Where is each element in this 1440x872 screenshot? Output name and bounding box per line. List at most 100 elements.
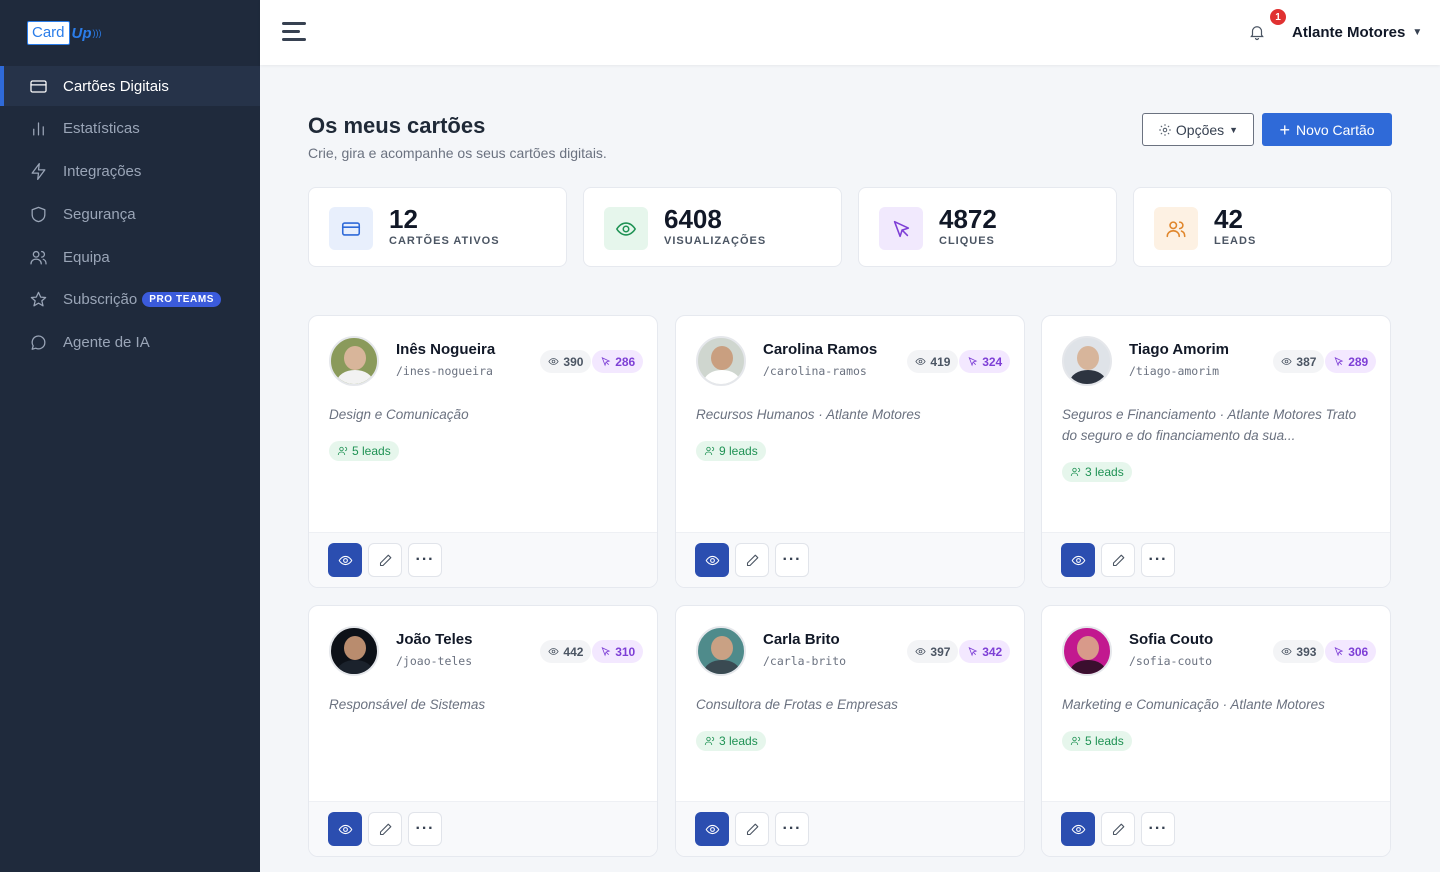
leads-badge: 9 leads [696,441,766,461]
avatar [696,626,746,676]
pencil-icon [378,553,393,568]
card-name[interactable]: Inês Nogueira [396,341,496,358]
sidebar-item-equipa[interactable]: Equipa [0,237,260,277]
stat-value: 12 [389,204,418,234]
ellipsis-icon: ··· [1148,820,1168,837]
card-footer: ··· [1042,532,1390,587]
more-options-button[interactable]: ··· [1141,543,1175,577]
avatar-head [344,636,366,660]
sidebar-item-estatisticas[interactable]: Estatísticas [0,109,260,149]
views-count: 387 [1296,354,1317,369]
pencil-icon [745,822,760,837]
digital-card[interactable]: Carla Brito /carla-brito 397 342 Consult… [675,605,1025,857]
leads-count: 5 leads [352,444,391,458]
card-slug: /joao-teles [396,654,473,668]
edit-card-button[interactable] [1101,812,1135,846]
card-name[interactable]: Carla Brito [763,631,840,648]
view-card-button[interactable] [695,543,729,577]
more-options-button[interactable]: ··· [1141,812,1175,846]
views-count: 390 [563,354,584,369]
sidebar-item-subscricao[interactable]: Subscrição PRO TEAMS [0,280,260,320]
users-icon [1070,466,1085,478]
users-icon [337,445,352,457]
menu-toggle-icon[interactable] [282,22,306,42]
sidebar-item-seguranca[interactable]: Segurança [0,194,260,234]
views-pill: 393 [1273,640,1325,663]
clicks-pill: 342 [959,640,1011,663]
options-label: Opções [1175,121,1225,138]
clicks-count: 289 [1348,354,1369,369]
cursor-icon [600,356,615,367]
card-description: Marketing e Comunicação · Atlante Motore… [1062,697,1325,712]
card-name[interactable]: Tiago Amorim [1129,341,1230,358]
card-description: Design e Comunicação [329,407,469,422]
sidebar-item-label: Estatísticas [63,120,140,138]
views-pill: 442 [540,640,592,663]
more-options-button[interactable]: ··· [408,543,442,577]
stat-card-clicks: 4872 CLIQUES [858,187,1117,267]
eye-icon [915,356,930,367]
leads-count: 5 leads [1085,734,1124,748]
card-name[interactable]: Sofia Couto [1129,631,1214,648]
edit-card-button[interactable] [735,543,769,577]
user-menu[interactable]: Atlante Motores ▼ [1292,24,1422,41]
avatar [1062,336,1112,386]
card-footer: ··· [1042,801,1390,856]
plus-icon: + [1279,119,1290,140]
ellipsis-icon: ··· [415,820,435,837]
eye-icon [1281,646,1296,657]
avatar-head [711,346,733,370]
card-footer: ··· [676,532,1024,587]
clicks-pill: 310 [592,640,644,663]
view-card-button[interactable] [328,543,362,577]
leads-badge: 3 leads [1062,462,1132,482]
digital-card[interactable]: Sofia Couto /sofia-couto 393 306 Marketi… [1041,605,1391,857]
stat-value: 42 [1214,204,1243,234]
edit-card-button[interactable] [368,812,402,846]
edit-card-button[interactable] [735,812,769,846]
view-card-button[interactable] [1061,812,1095,846]
leads-count: 3 leads [1085,465,1124,479]
eye-icon [338,822,353,837]
sidebar-item-agente-ia[interactable]: Agente de IA [0,323,260,363]
gear-icon [1159,123,1171,136]
card-name[interactable]: João Teles [396,631,473,648]
edit-card-button[interactable] [368,543,402,577]
digital-card[interactable]: João Teles /joao-teles 442 310 Responsáv… [308,605,658,857]
card-slug: /ines-nogueira [396,364,493,378]
card-name[interactable]: Carolina Ramos [763,341,878,358]
logo[interactable]: Card Up ))) [27,20,102,46]
more-options-button[interactable]: ··· [775,812,809,846]
view-card-button[interactable] [1061,543,1095,577]
stat-card-views: 6408 VISUALIZAÇÕES [583,187,842,267]
chevron-down-icon: ▼ [1412,27,1423,38]
options-button[interactable]: Opções ▼ [1142,113,1254,146]
bell-icon[interactable] [1248,23,1268,43]
digital-card[interactable]: Carolina Ramos /carolina-ramos 419 324 R… [675,315,1025,588]
view-card-button[interactable] [695,812,729,846]
pencil-icon [1111,553,1126,568]
users-icon [704,445,719,457]
stat-card-leads: 42 LEADS [1133,187,1392,267]
stat-value: 4872 [939,204,997,234]
ellipsis-icon: ··· [782,820,802,837]
stat-label: LEADS [1214,235,1257,247]
sidebar-item-label: Agente de IA [63,334,150,352]
digital-card[interactable]: Inês Nogueira /ines-nogueira 390 286 Des… [308,315,658,588]
star-icon [28,290,48,310]
card-slug: /carolina-ramos [763,364,867,378]
edit-card-button[interactable] [1101,543,1135,577]
sidebar-item-integracoes[interactable]: Integrações [0,152,260,192]
more-options-button[interactable]: ··· [408,812,442,846]
sidebar-item-label: Cartões Digitais [63,77,169,95]
sidebar-item-cartoes-digitais[interactable]: Cartões Digitais [0,66,260,106]
chevron-down-icon: ▼ [1229,124,1239,135]
eye-icon [705,822,720,837]
logo-card-text: Card [27,21,70,45]
more-options-button[interactable]: ··· [775,543,809,577]
new-card-button[interactable]: + Novo Cartão [1262,113,1392,146]
digital-card[interactable]: Tiago Amorim /tiago-amorim 387 289 Segur… [1041,315,1391,588]
cursor-icon [1333,356,1348,367]
view-card-button[interactable] [328,812,362,846]
card-footer: ··· [309,532,657,587]
